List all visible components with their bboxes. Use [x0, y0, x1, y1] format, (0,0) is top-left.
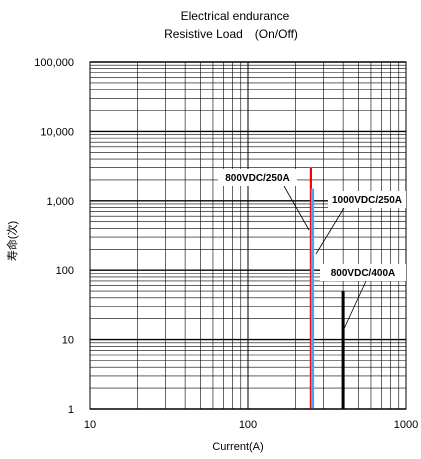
callout-label-2: 1000VDC/250A: [332, 195, 402, 206]
callout-label-1: 800VDC/250A: [225, 173, 289, 184]
y-tick-label: 100: [56, 265, 74, 277]
y-tick-label: 10,000: [40, 126, 74, 138]
callout-leader-2: [315, 207, 345, 255]
callout-box-1: [218, 169, 297, 186]
y-axis-label: 寿命(次): [5, 221, 19, 261]
series-lines: [309, 167, 345, 409]
series-callouts: 800VDC/250A 1000VDC/250A 800VDC/400A: [218, 169, 406, 332]
callout-box-2: [328, 191, 406, 208]
grid: [89, 61, 407, 410]
callout-leader-3: [342, 280, 367, 332]
callout-label-3: 800VDC/400A: [331, 268, 395, 279]
x-axis-label: Current(A): [212, 441, 263, 453]
chart-title: Electrical endurance: [181, 9, 290, 23]
x-tick-label: 10: [84, 419, 96, 431]
x-tick-label: 1000: [394, 419, 418, 431]
chart-subtitle: Resistive Load (On/Off): [164, 27, 298, 41]
plot-area-border: [89, 61, 407, 410]
tick-labels: 1 10 100 1,000 10,000 100,000 10 100 1000: [34, 57, 418, 431]
callout-leader-1: [283, 185, 310, 231]
y-tick-label: 1: [68, 404, 74, 416]
y-tick-label: 1,000: [46, 196, 74, 208]
y-tick-label: 100,000: [34, 57, 74, 69]
y-tick-label: 10: [62, 335, 74, 347]
callout-box-3: [320, 264, 406, 281]
x-tick-label: 100: [239, 419, 257, 431]
